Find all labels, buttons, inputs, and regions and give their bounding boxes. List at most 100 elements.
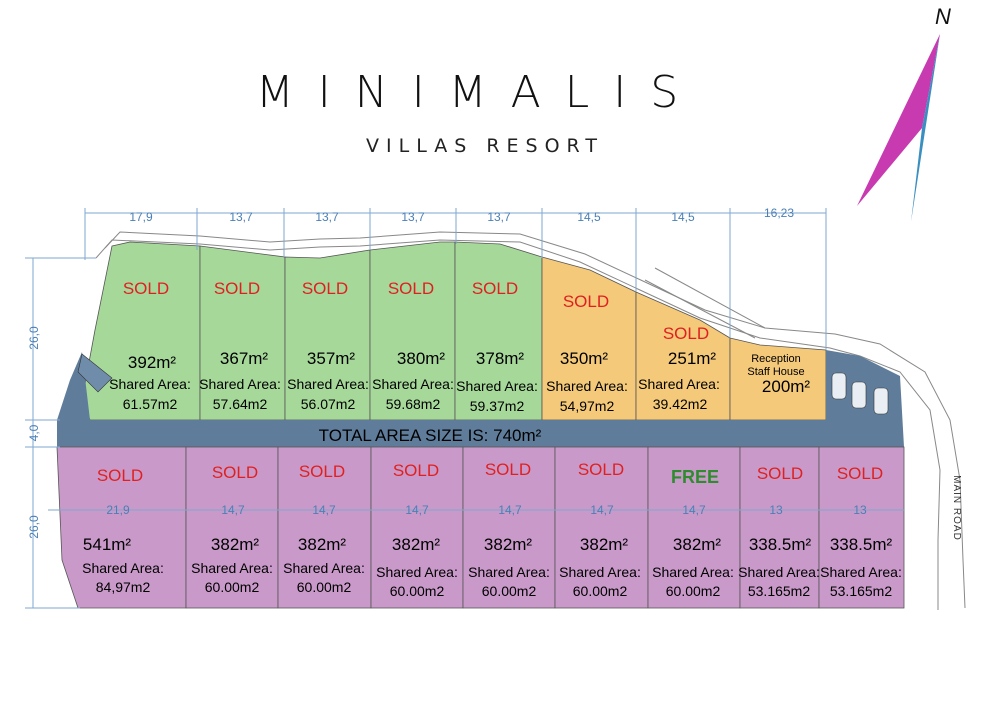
- dim-left-bottom: 26,0: [27, 515, 41, 539]
- shared-area-value: 57.64m2: [213, 396, 268, 412]
- shared-area-value: 60.00m2: [573, 583, 628, 599]
- shared-area-label: Shared Area:: [82, 560, 164, 576]
- lot-area: 251m²: [668, 349, 717, 368]
- lot-width: 13: [853, 503, 867, 517]
- shared-area-value: 60.00m2: [390, 583, 445, 599]
- shared-area-label: Shared Area:: [109, 376, 191, 392]
- lot-status: SOLD: [757, 464, 803, 483]
- dim-top-3: 13,7: [315, 210, 339, 224]
- shared-area-label: Shared Area:: [191, 560, 273, 576]
- plot-bottom-5[interactable]: [462, 446, 556, 609]
- dim-top-1: 17,9: [129, 210, 153, 224]
- plot-top-3[interactable]: [284, 249, 371, 421]
- lot-status: SOLD: [214, 279, 260, 298]
- lot-status: SOLD: [663, 324, 709, 343]
- reception-label: Reception: [751, 353, 801, 365]
- lot-area: 541m²: [83, 535, 132, 554]
- lot-width: 14,7: [312, 503, 336, 517]
- brand-title: MINIMALIS: [255, 66, 703, 118]
- plot-bottom-8[interactable]: [739, 446, 820, 609]
- shared-area-value: 53.165m2: [830, 583, 892, 599]
- boundary-lines: [95, 231, 966, 610]
- dim-left-mid: 4,0: [27, 424, 41, 441]
- plot-bottom-1[interactable]: [56, 446, 187, 609]
- plot-top-1[interactable]: [81, 241, 201, 421]
- shared-area-value: 60.00m2: [297, 579, 352, 595]
- plot-bottom-2[interactable]: [185, 446, 279, 609]
- reception-area: 200m²: [762, 377, 811, 396]
- lot-status: SOLD: [123, 279, 169, 298]
- lot-area: 367m²: [220, 349, 269, 368]
- lot-status: SOLD: [299, 462, 345, 481]
- internal-road: [57, 350, 904, 447]
- shared-area-label: Shared Area:: [638, 376, 720, 392]
- total-area-label: TOTAL AREA SIZE IS: 740m²: [319, 426, 542, 445]
- shared-area-label: Shared Area:: [468, 564, 550, 580]
- plot-bottom-4[interactable]: [370, 446, 464, 609]
- car-icons: [831, 372, 889, 415]
- shared-area-value: 84,97m2: [96, 579, 151, 595]
- lot-status: SOLD: [485, 460, 531, 479]
- lot-status: SOLD: [97, 466, 143, 485]
- lot-width: 21,9: [106, 503, 130, 517]
- lot-status-free: FREE: [671, 467, 719, 487]
- plot-top-4[interactable]: [369, 241, 456, 421]
- shared-area-label: Shared Area:: [546, 378, 628, 394]
- lot-area: 382m²: [211, 535, 260, 554]
- lot-status: SOLD: [388, 279, 434, 298]
- shared-area-label: Shared Area:: [287, 376, 369, 392]
- lot-area: 380m²: [397, 349, 446, 368]
- lot-status: SOLD: [563, 292, 609, 311]
- dimension-lines: [25, 208, 904, 609]
- plot-bottom-6[interactable]: [554, 446, 649, 609]
- shared-area-label: Shared Area:: [376, 564, 458, 580]
- shared-area-value: 54,97m2: [560, 398, 615, 414]
- dim-top-2: 13,7: [229, 210, 253, 224]
- shared-area-value: 60.00m2: [205, 579, 260, 595]
- lot-status: SOLD: [472, 279, 518, 298]
- lot-area: 382m²: [298, 535, 347, 554]
- lot-width: 14,7: [498, 503, 522, 517]
- lot-area: 338.5m²: [749, 535, 812, 554]
- shared-area-value: 60.00m2: [482, 583, 537, 599]
- lot-area: 382m²: [673, 535, 722, 554]
- lot-status: SOLD: [393, 461, 439, 480]
- east-lots-group: [541, 256, 827, 421]
- plot-bottom-3[interactable]: [277, 446, 372, 609]
- shared-area-value: 59.37m2: [470, 398, 525, 414]
- north-label: N: [935, 4, 951, 29]
- dim-top-8: 16,23: [764, 206, 794, 220]
- garbage-area: [77, 353, 113, 393]
- lot-status: SOLD: [302, 279, 348, 298]
- shared-area-label: Shared Area:: [283, 560, 365, 576]
- lot-status: SOLD: [578, 460, 624, 479]
- lot-area: 350m²: [560, 349, 609, 368]
- staff-house-label: Staff House: [747, 366, 804, 378]
- shared-area-value: 60.00m2: [666, 583, 721, 599]
- dim-top-7: 14,5: [671, 210, 695, 224]
- lot-area: 382m²: [580, 535, 629, 554]
- shared-area-value: 59.68m2: [386, 396, 441, 412]
- lot-status: SOLD: [212, 463, 258, 482]
- shared-area-value: 56.07m2: [301, 396, 356, 412]
- lot-area: 357m²: [307, 349, 356, 368]
- plot-bottom-9[interactable]: [818, 446, 905, 609]
- dim-top-5: 13,7: [487, 210, 511, 224]
- shared-area-label: Shared Area:: [652, 564, 734, 580]
- lot-width: 14,7: [682, 503, 706, 517]
- lot-area: 338.5m²: [830, 535, 893, 554]
- brand-subtitle: VILLAS RESORT: [366, 135, 604, 157]
- south-lots-group: [56, 446, 905, 609]
- plot-bottom-7[interactable]: [647, 446, 741, 609]
- dim-top-4: 13,7: [401, 210, 425, 224]
- plot-top-2[interactable]: [199, 245, 286, 421]
- north-lots-group: [81, 241, 543, 421]
- main-road-label: MAIN ROAD: [951, 475, 962, 541]
- lot-area: 382m²: [392, 535, 441, 554]
- north-arrow-icon: N: [857, 4, 951, 222]
- shared-area-value: 61.57m2: [123, 396, 178, 412]
- lot-width: 14,7: [590, 503, 614, 517]
- shared-area-value: 53.165m2: [748, 583, 810, 599]
- shared-area-label: Shared Area:: [559, 564, 641, 580]
